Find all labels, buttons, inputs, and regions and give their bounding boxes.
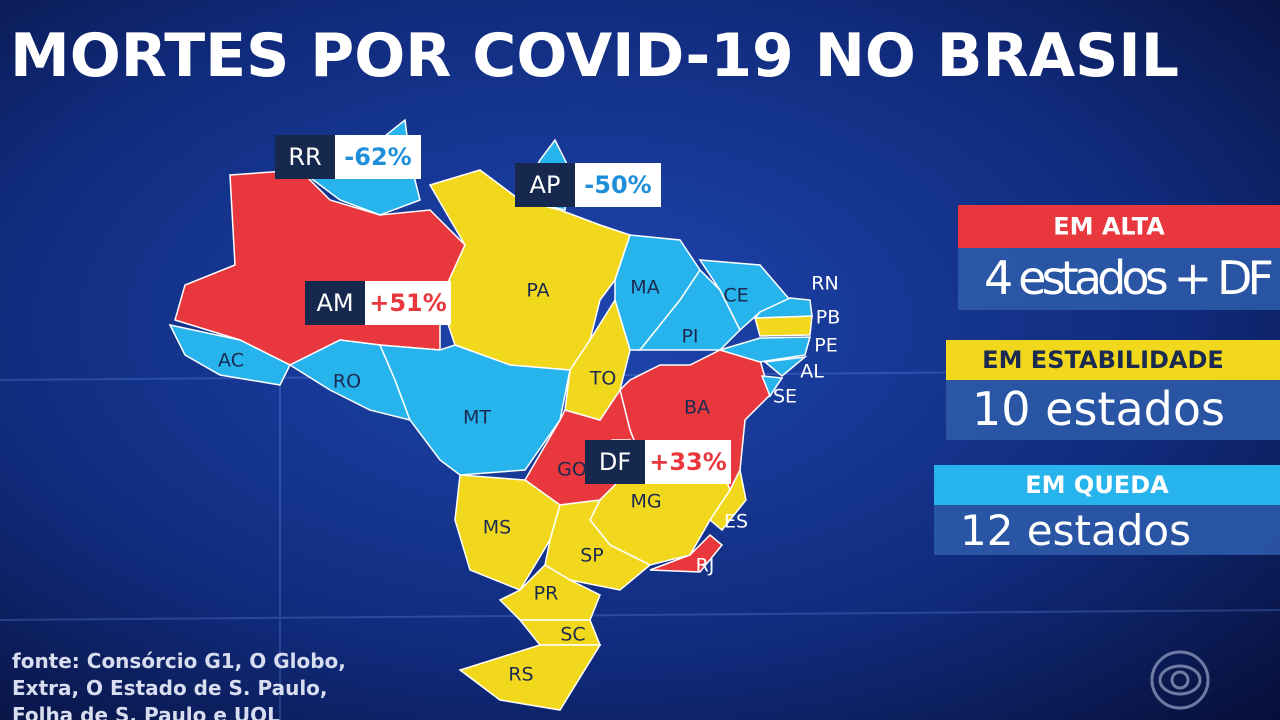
state-label: BA	[684, 397, 710, 419]
state-label: MA	[630, 277, 659, 299]
state-shape	[458, 644, 602, 711]
callout-state-box	[275, 135, 335, 179]
callout-state: RR	[288, 143, 321, 171]
state-shape	[709, 467, 747, 532]
state-label: SE	[773, 386, 797, 408]
callout-change: -50%	[584, 171, 651, 199]
legend-header	[934, 465, 1280, 505]
state-label: RS	[508, 664, 533, 686]
state-label: PA	[526, 280, 549, 302]
state-shape	[763, 355, 808, 377]
legend-text: 10 estados	[972, 382, 1225, 436]
channel-logo	[1150, 650, 1210, 710]
source-line: fonte: Consórcio G1, O Globo,	[12, 649, 346, 673]
callout-state: DF	[599, 448, 631, 476]
state-label: PR	[534, 583, 559, 605]
state-shape	[760, 375, 784, 398]
legend-header	[958, 205, 1280, 248]
callout-change-box	[575, 163, 661, 207]
state-label: RN	[811, 273, 838, 295]
legend-title: EM ALTA	[1053, 213, 1165, 241]
callout-change: +51%	[369, 289, 447, 317]
legend: EM ALTA 4 estados + DF EM ESTABILIDADE 10 e…	[934, 205, 1280, 555]
state-label: MS	[483, 517, 511, 539]
state-label: MT	[463, 407, 491, 429]
state-callout: DF +33%	[585, 440, 731, 484]
callout-state-box	[515, 163, 575, 207]
state-callout: RR -62%	[275, 135, 421, 179]
state-shape	[753, 297, 813, 319]
state-shape	[498, 564, 601, 621]
state-label: SP	[580, 545, 604, 567]
state-shape	[544, 499, 652, 591]
callout-change: +33%	[649, 448, 727, 476]
callout-state: AP	[530, 171, 561, 199]
state-label: ES	[724, 511, 748, 533]
state-callout: AM +51%	[305, 281, 451, 325]
callout-state-box	[305, 281, 365, 325]
state-shape	[649, 533, 724, 573]
legend-body	[958, 248, 1280, 310]
title: MORTES POR COVID-19 NO BRASIL	[10, 21, 1179, 91]
state-label: PE	[814, 335, 837, 357]
legend-header	[946, 340, 1280, 380]
legend-text: 12 estados	[960, 506, 1191, 555]
state-label: AL	[800, 361, 824, 383]
callout-change-box	[335, 135, 421, 179]
state-label: AC	[218, 350, 244, 372]
state-label: TO	[589, 368, 617, 390]
state-label: PB	[816, 307, 841, 329]
callout-state-box	[585, 440, 645, 484]
callout-change-box	[645, 440, 731, 484]
callout-state: AM	[316, 289, 353, 317]
state-label: CE	[723, 285, 748, 307]
state-label: GO	[557, 459, 587, 481]
state-shape	[378, 344, 571, 476]
state-label: SC	[560, 624, 585, 646]
source: fonte: Consórcio G1, O Globo, Extra, O Es…	[12, 649, 346, 720]
legend-body	[934, 505, 1280, 555]
legend-title: EM QUEDA	[1025, 471, 1169, 499]
state-label: RO	[333, 371, 361, 393]
state-shape	[717, 336, 811, 363]
legend-title: EM ESTABILIDADE	[982, 346, 1224, 374]
state-label: PI	[681, 326, 698, 348]
legend-body	[946, 380, 1280, 440]
state-label: RJ	[696, 555, 715, 577]
state-label: MG	[630, 491, 661, 513]
callout-change: -62%	[344, 143, 411, 171]
state-shape	[754, 315, 813, 337]
callout-change-box	[365, 281, 451, 325]
legend-text: 4 estados + DF	[984, 251, 1274, 305]
state-shape	[454, 474, 561, 591]
source-line: Extra, O Estado de S. Paulo,	[12, 676, 328, 700]
source-line: Folha de S. Paulo e UOL	[12, 703, 280, 720]
state-callout: AP -50%	[515, 163, 661, 207]
state-shape	[168, 323, 292, 386]
